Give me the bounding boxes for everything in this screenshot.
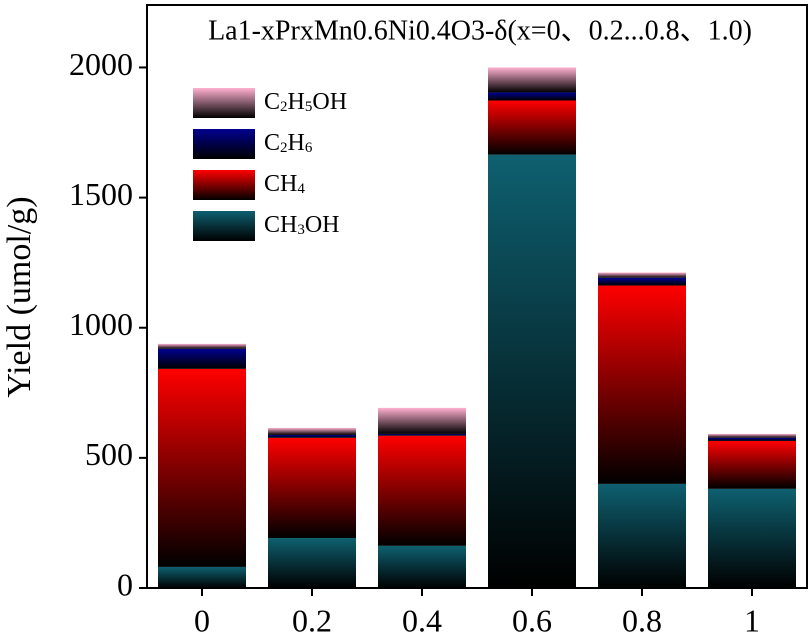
bar-segment — [158, 566, 246, 588]
bar-segment — [378, 407, 466, 434]
y-tick-label: 1000 — [69, 306, 133, 342]
bar-segment — [378, 433, 466, 436]
x-tick-label: 0.6 — [512, 602, 552, 638]
bar-segment — [158, 343, 246, 349]
bar-segment — [708, 440, 796, 489]
bar-segment — [598, 483, 686, 588]
legend-label: CH3OH — [264, 212, 340, 239]
bar-segment — [708, 488, 796, 588]
bar-segment — [268, 437, 356, 539]
legend-swatch — [193, 129, 255, 159]
bar-segment — [488, 154, 576, 588]
legend-label: CH4 — [264, 171, 305, 198]
bar-segment — [378, 435, 466, 546]
y-tick-label: 0 — [117, 566, 133, 602]
legend-label: C2H6 — [264, 130, 313, 157]
x-tick-label: 0 — [194, 602, 210, 638]
bar-segment — [378, 545, 466, 588]
bar-segment — [598, 277, 686, 286]
y-axis-label: Yield (umol/g) — [1, 196, 38, 397]
plot-frame — [146, 4, 808, 589]
bar-segment — [268, 427, 356, 435]
bar-segment — [268, 434, 356, 438]
y-tick-label: 1500 — [69, 176, 133, 212]
legend-label: C2H5OH — [264, 89, 347, 116]
bar-segment — [598, 272, 686, 278]
bar-segment — [598, 285, 686, 484]
bar-segment — [488, 100, 576, 155]
x-tick-label: 0.2 — [292, 602, 332, 638]
bar-segment — [708, 433, 796, 438]
y-tick-label: 500 — [85, 436, 133, 472]
legend-swatch — [193, 170, 255, 200]
y-tick-label: 2000 — [69, 46, 133, 82]
bar-segment — [158, 348, 246, 369]
x-tick-label: 0.4 — [402, 602, 442, 638]
legend-swatch — [193, 88, 255, 118]
x-tick-label: 1 — [744, 602, 760, 638]
legend-swatch — [193, 211, 255, 241]
bar-segment — [158, 368, 246, 567]
chart-title: La1-xPrxMn0.6Ni0.4O3-δ(x=0、0.2...0.8、1.0… — [208, 15, 752, 46]
bar-segment — [488, 67, 576, 93]
bar-segment — [488, 92, 576, 101]
x-tick-label: 0.8 — [622, 602, 662, 638]
bar-segment — [708, 437, 796, 441]
bar-segment — [268, 538, 356, 588]
